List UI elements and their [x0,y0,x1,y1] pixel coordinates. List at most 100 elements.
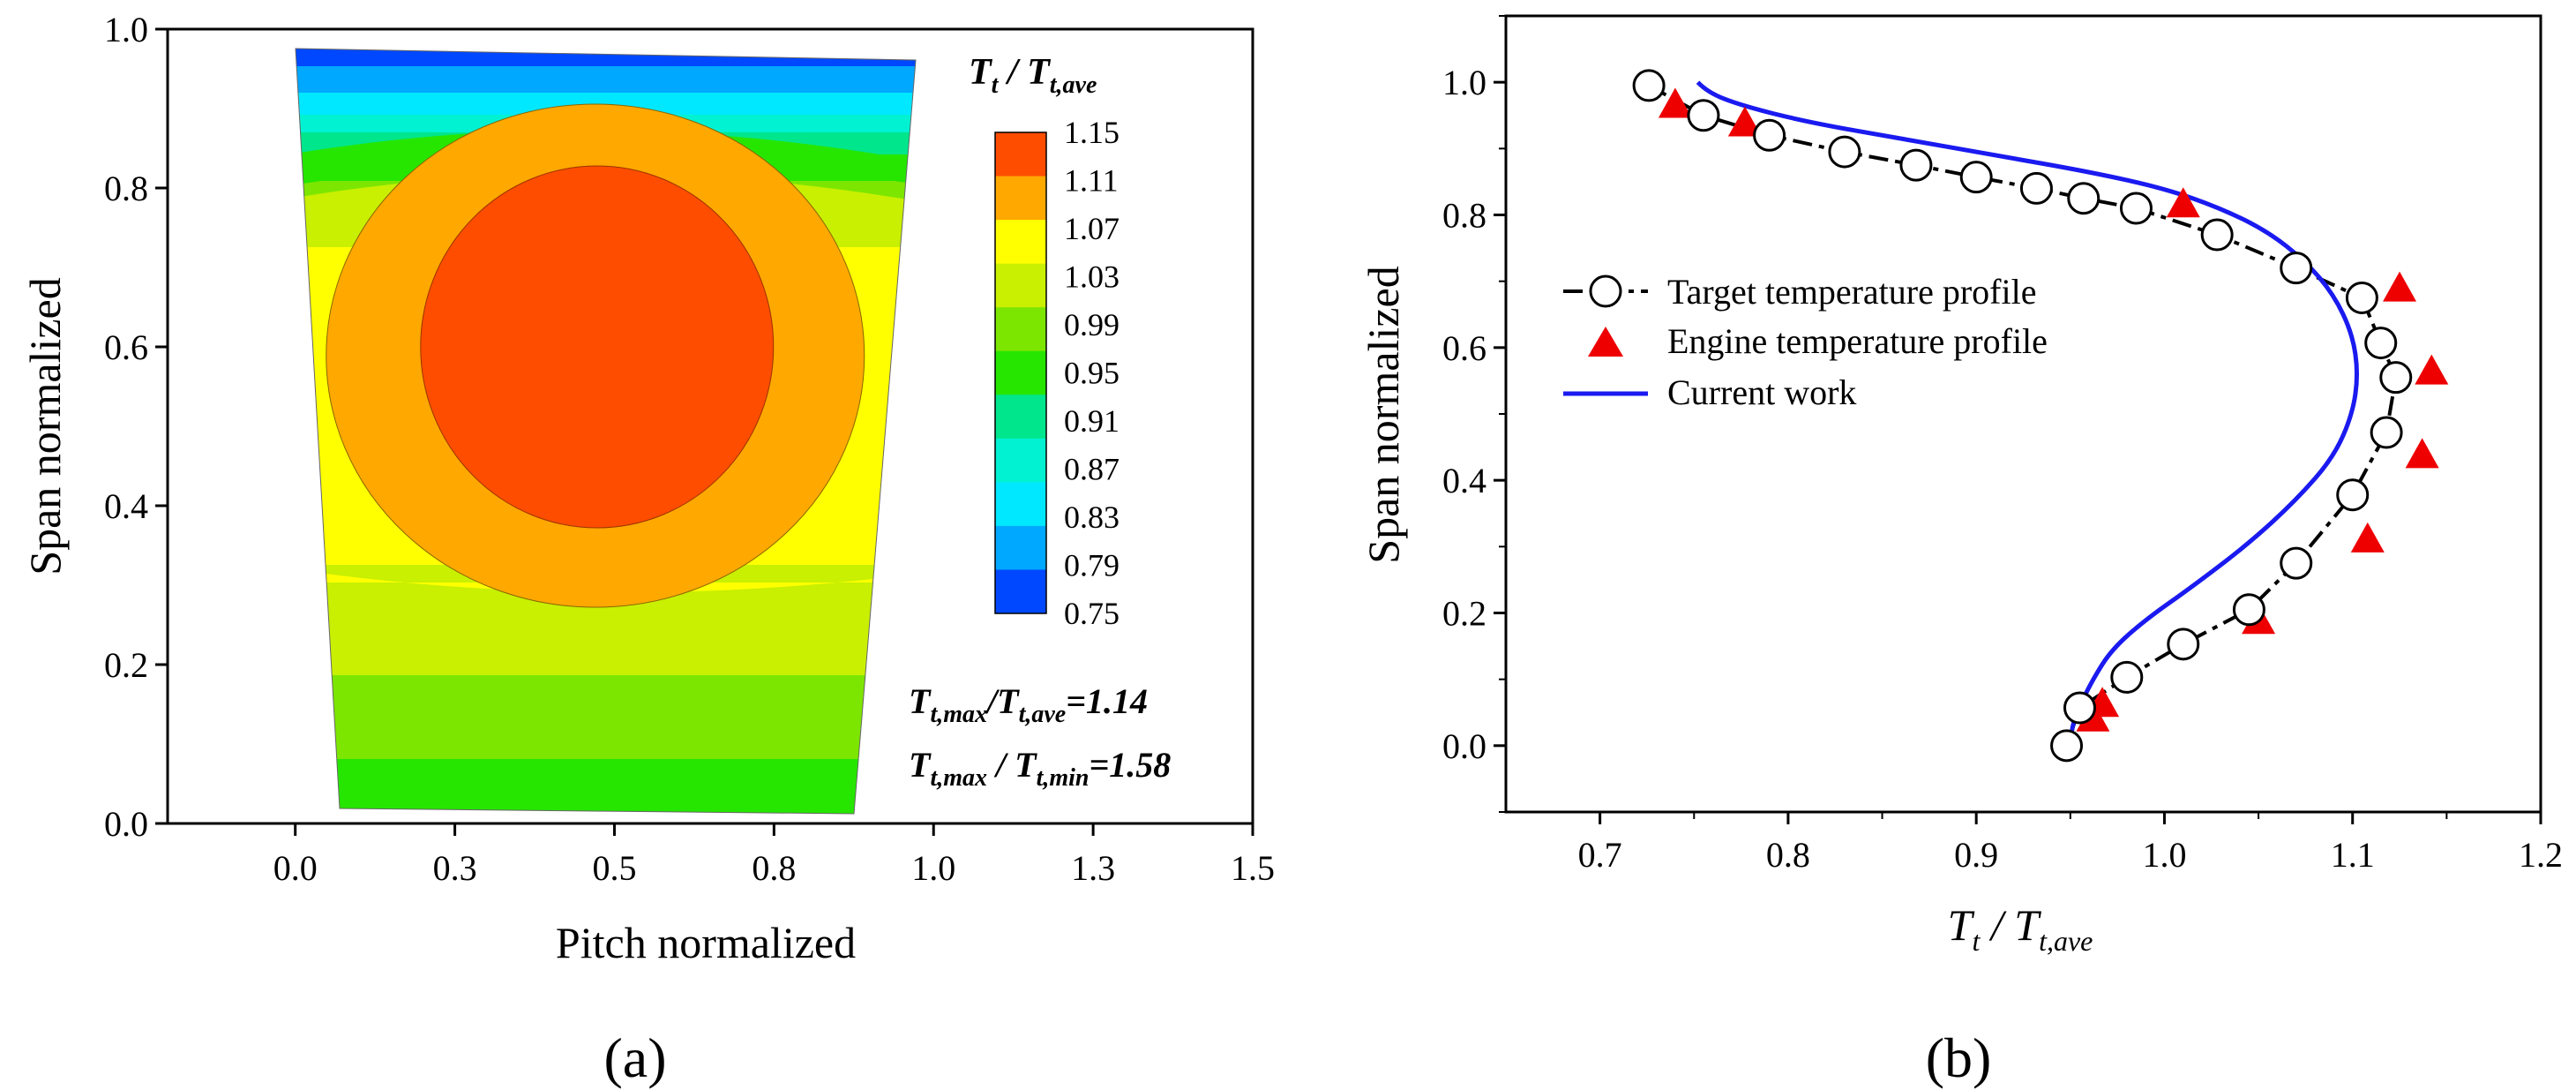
target-profile-point [2050,729,2084,763]
panel-a-ylabel: Span normalized [20,277,70,575]
colorbar-level-label: 0.91 [1064,403,1120,439]
colorbar-swatch [995,438,1046,483]
panel-b-xtick-label: 1.0 [2142,835,2186,875]
target-profile-point [2280,252,2313,285]
target-profile-point [2232,593,2265,627]
colorbar-swatch [995,132,1046,177]
panel-b-xtick-label: 0.9 [1954,835,1998,875]
panel-b-ytick-label: 0.6 [1442,328,1486,368]
panel-b-axes: 0.7 0.8 0.9 1.0 1.1 1.2 0.0 0.2 0.4 0.6 0.8 1.0 [1442,15,2563,875]
panel-a-ytick-label: 0.2 [104,645,148,685]
target-profile-point [2345,281,2378,314]
target-profile-point [2379,361,2413,395]
engine-profile-point [2166,187,2200,218]
contour-band [296,49,916,71]
panel-b-xtick-label: 1.1 [2331,835,2375,875]
engine-profile-point [2405,438,2439,469]
legend-engine-label: Engine temperature profile [1667,321,2048,361]
annotation-tmax-tmin: Tt,max / Tt,min=1.58 [909,745,1171,792]
colorbar-level-label: 1.03 [1064,259,1120,295]
colorbar-swatch [995,569,1046,614]
colorbar-swatch [995,263,1046,308]
panel-b-ytick-label: 0.2 [1442,594,1486,634]
panel-b-ytick-label: 0.0 [1442,726,1486,766]
panel-a-xtick-label: 0.8 [752,848,796,888]
colorbar-level-label: 1.15 [1064,115,1120,150]
contour-band [296,675,916,763]
panel-a-xtick-label: 1.3 [1071,848,1115,888]
panel-b-ytick-label: 0.8 [1442,196,1486,236]
contour-band [296,66,916,97]
panel-b-ylabel: Span normalized [1359,266,1408,563]
legend-target-label: Target temperature profile [1667,272,2036,312]
engine-profile-point [1727,106,1762,137]
colorbar-level-label: 0.79 [1064,548,1120,583]
panel-b-xtick-label: 0.7 [1578,835,1622,875]
panel-a-xtick-label: 1.5 [1231,848,1275,888]
target-profile-point [1687,99,1720,132]
contour-band [296,759,916,814]
engine-profile-point [2415,354,2449,385]
panel-a-contour: 1.15 1.11 1.07 1.03 0.99 0.95 0.91 0.87 0.83 0.79… [20,10,1275,1089]
panel-a-ytick-label: 0.8 [104,169,148,208]
colorbar-swatch [995,482,1046,527]
panel-a-xtick-label: 0.0 [273,848,318,888]
contour-level-1-15 [420,165,775,529]
target-profile-point [2119,192,2153,225]
colorbar-level-label: 0.99 [1064,307,1120,342]
target-profile-point [2019,171,2053,205]
target-profile-point [2280,546,2313,580]
target-profile-point [2200,218,2234,252]
panel-a-xlabel: Pitch normalized [556,918,856,967]
panel-b-ytick-label: 0.4 [1442,461,1486,500]
panel-a-axes: 0.0 0.3 0.5 0.8 1.0 1.3 1.5 0.0 0.2 0.4 0.6 0.8 1.0 [104,10,1275,888]
colorbar-swatch [995,525,1046,570]
current-work-line [1696,80,2360,747]
panel-a-ytick-label: 0.6 [104,327,148,367]
target-profile-point [2336,478,2370,512]
target-profile-point [2167,628,2200,661]
panel-a-ytick-label: 0.4 [104,486,148,526]
panel-a-frame [166,27,1254,825]
engine-profile-point [2350,522,2385,553]
colorbar-level-label: 0.87 [1064,452,1120,487]
panel-b-xtick-label: 0.8 [1766,835,1810,875]
panel-b-series [1632,69,2449,763]
colorbar: 1.15 1.11 1.07 1.03 0.99 0.95 0.91 0.87 0.83 0.79… [994,115,1120,631]
engine-profile-point [2383,271,2417,302]
target-profile-point [1632,69,1666,102]
colorbar-level-label: 0.75 [1064,596,1120,631]
panel-b-label: (b) [1926,1026,1992,1089]
legend-target-marker [1589,274,1622,308]
panel-b-xlabel: Tt / Tt,ave [1948,900,2093,957]
panel-a-label: (a) [603,1026,666,1089]
target-profile-point [1828,135,1861,169]
domain-outline [295,48,917,815]
legend: Target temperature profile Engine temper… [1563,272,2048,412]
target-profile-point [1959,161,1993,194]
panel-a-xtick-label: 0.3 [433,848,477,888]
target-profile-point [1753,118,1786,152]
legend-current-label: Current work [1667,372,1856,412]
annotation-tmax-tave: Tt,max/Tt,ave=1.14 [909,681,1148,728]
target-profile-point [2370,416,2403,449]
colorbar-frame [994,132,1047,614]
colorbar-swatch [995,176,1046,221]
target-profile-point [2063,691,2096,725]
panel-b-profile: 0.7 0.8 0.9 1.0 1.1 1.2 0.0 0.2 0.4 0.6 0.8 1.0 Tar… [1359,14,2563,1089]
panel-b-frame [1504,14,2542,814]
colorbar-title: Tt / Tt,ave [969,52,1097,99]
target-profile-point [2364,327,2398,360]
panel-a-xtick-label: 0.5 [592,848,636,888]
panel-b-xtick-label: 1.2 [2519,835,2563,875]
colorbar-swatch [995,307,1046,352]
target-profile-point [2067,182,2100,215]
legend-engine-marker [1588,327,1623,357]
colorbar-swatch [995,220,1046,265]
colorbar-swatch [995,395,1046,440]
colorbar-swatch [995,350,1046,395]
contour-band [296,565,916,593]
panel-a-ytick-label: 0.0 [104,804,148,844]
panel-b-ytick-label: 1.0 [1442,63,1486,102]
target-profile-point [2110,660,2144,694]
